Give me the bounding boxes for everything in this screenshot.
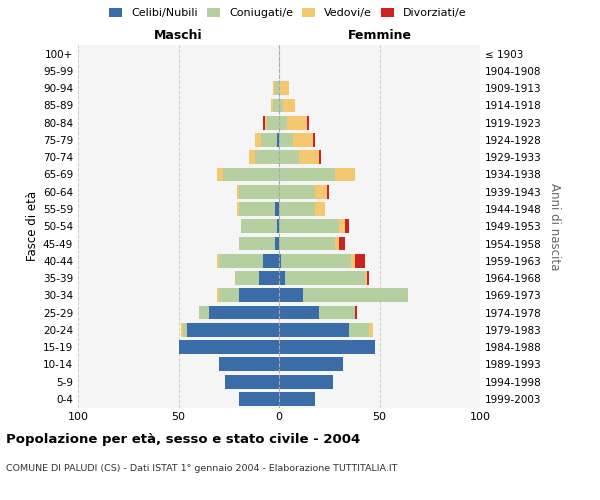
Bar [346, 220, 349, 233]
Bar [315, 185, 327, 198]
Bar [340, 236, 346, 250]
Bar [279, 340, 376, 354]
Bar [217, 168, 223, 181]
Bar [279, 358, 343, 371]
Bar [283, 98, 295, 112]
Bar [279, 374, 333, 388]
Bar [237, 202, 239, 216]
Bar [277, 133, 279, 147]
Bar [327, 185, 329, 198]
Bar [219, 254, 263, 268]
Bar [239, 202, 275, 216]
Bar [365, 271, 367, 285]
Bar [225, 374, 279, 388]
Bar [271, 98, 273, 112]
Bar [279, 168, 335, 181]
Bar [181, 323, 182, 336]
Bar [223, 168, 279, 181]
Bar [265, 116, 267, 130]
Bar [217, 288, 218, 302]
Bar [279, 185, 315, 198]
Bar [241, 220, 277, 233]
Bar [279, 116, 287, 130]
Bar [319, 150, 321, 164]
Text: Femmine: Femmine [347, 28, 412, 42]
Bar [182, 323, 187, 336]
Bar [281, 254, 352, 268]
Text: Popolazione per età, sesso e stato civile - 2004: Popolazione per età, sesso e stato civil… [6, 432, 360, 446]
Bar [255, 150, 279, 164]
Bar [249, 150, 255, 164]
Bar [273, 98, 279, 112]
Bar [319, 306, 355, 320]
Bar [279, 202, 315, 216]
Bar [340, 220, 346, 233]
Y-axis label: Fasce di età: Fasce di età [26, 191, 39, 262]
Bar [267, 116, 279, 130]
Text: Maschi: Maschi [154, 28, 203, 42]
Bar [263, 116, 265, 130]
Bar [277, 220, 279, 233]
Legend: Celibi/Nubili, Coniugati/e, Vedovi/e, Divorziati/e: Celibi/Nubili, Coniugati/e, Vedovi/e, Di… [105, 3, 471, 22]
Bar [239, 185, 279, 198]
Bar [218, 358, 279, 371]
Bar [349, 323, 370, 336]
Bar [370, 323, 373, 336]
Bar [261, 133, 277, 147]
Bar [299, 150, 319, 164]
Bar [313, 133, 315, 147]
Bar [279, 306, 319, 320]
Bar [279, 254, 281, 268]
Bar [279, 98, 283, 112]
Bar [335, 236, 340, 250]
Bar [187, 323, 279, 336]
Bar [279, 150, 299, 164]
Bar [293, 133, 313, 147]
Bar [307, 116, 309, 130]
Bar [279, 133, 293, 147]
Bar [275, 82, 279, 95]
Bar [335, 168, 355, 181]
Bar [303, 288, 407, 302]
Bar [279, 392, 315, 406]
Bar [279, 220, 340, 233]
Bar [367, 271, 370, 285]
Bar [199, 306, 209, 320]
Bar [219, 288, 239, 302]
Bar [273, 82, 275, 95]
Bar [279, 236, 335, 250]
Bar [179, 340, 279, 354]
Y-axis label: Anni di nascita: Anni di nascita [548, 182, 561, 270]
Bar [259, 271, 279, 285]
Bar [239, 236, 275, 250]
Bar [352, 254, 355, 268]
Bar [275, 236, 279, 250]
Bar [279, 288, 303, 302]
Bar [355, 254, 365, 268]
Bar [285, 271, 365, 285]
Text: COMUNE DI PALUDI (CS) - Dati ISTAT 1° gennaio 2004 - Elaborazione TUTTITALIA.IT: COMUNE DI PALUDI (CS) - Dati ISTAT 1° ge… [6, 464, 397, 473]
Bar [279, 271, 285, 285]
Bar [287, 116, 307, 130]
Bar [239, 392, 279, 406]
Bar [255, 133, 261, 147]
Bar [217, 254, 218, 268]
Bar [237, 185, 239, 198]
Bar [275, 202, 279, 216]
Bar [315, 202, 325, 216]
Bar [279, 323, 349, 336]
Bar [239, 288, 279, 302]
Bar [355, 306, 358, 320]
Bar [263, 254, 279, 268]
Bar [279, 82, 289, 95]
Bar [235, 271, 259, 285]
Bar [209, 306, 279, 320]
